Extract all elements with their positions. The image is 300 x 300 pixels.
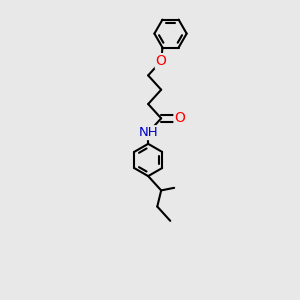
Text: O: O: [156, 54, 167, 68]
Text: NH: NH: [138, 126, 158, 139]
Text: O: O: [175, 111, 185, 125]
